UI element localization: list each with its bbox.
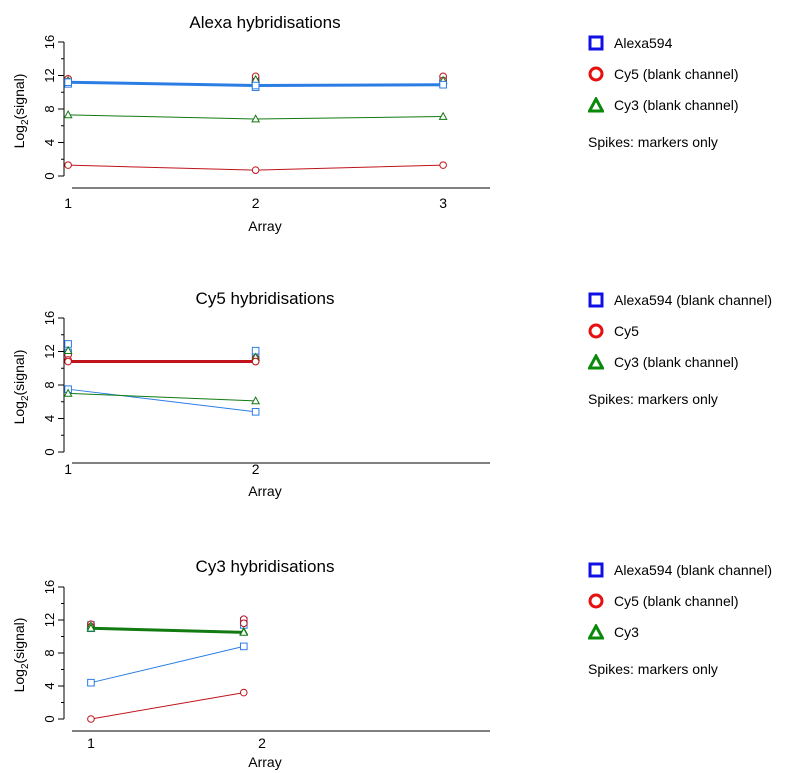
- data-point: [251, 114, 261, 123]
- data-point: [64, 161, 72, 169]
- x-axis-label: Array: [248, 754, 281, 770]
- spike-marker: [63, 345, 73, 355]
- y-tick-label: 0: [42, 715, 57, 722]
- legend-label: Alexa594 (blank channel): [614, 562, 772, 578]
- y-tick-label: 0: [42, 172, 57, 179]
- data-point: [239, 688, 248, 697]
- y-tick-label: 16: [42, 35, 57, 49]
- y-tick-label: 16: [42, 311, 57, 325]
- chart-title: Cy3 hybridisations: [196, 557, 335, 576]
- square-marker-icon: [588, 562, 604, 578]
- y-axis-label: Log2(signal): [11, 618, 31, 693]
- data-point: [439, 80, 447, 89]
- series-line: [90, 692, 244, 720]
- series-line: [68, 392, 256, 402]
- data-point: [87, 715, 95, 723]
- y-tick-label: 4: [42, 139, 57, 146]
- data-point: [239, 642, 248, 651]
- x-tick-label: 1: [64, 195, 72, 211]
- x-tick-label: 1: [64, 461, 72, 477]
- y-tick-label: 12: [42, 344, 57, 358]
- square-marker-icon: [588, 292, 604, 308]
- y-tick-label: 8: [42, 381, 57, 388]
- data-point: [64, 357, 72, 366]
- x-tick-label: 3: [439, 195, 447, 211]
- data-point: [86, 623, 96, 632]
- triangle-marker-icon: [588, 624, 604, 640]
- triangle-marker-icon: [588, 354, 604, 370]
- legend-note: Spikes: markers only: [588, 391, 718, 407]
- x-axis-label: Array: [248, 483, 281, 499]
- y-tick-label: 8: [42, 105, 57, 112]
- y-tick-label: 12: [42, 68, 57, 82]
- legend-label: Cy3: [614, 624, 639, 640]
- data-point: [63, 388, 73, 397]
- series-line: [68, 388, 256, 413]
- y-tick-label: 8: [42, 649, 57, 656]
- legend-note: Spikes: markers only: [588, 661, 718, 677]
- x-tick-label: 2: [252, 461, 260, 477]
- data-point: [64, 78, 72, 87]
- data-point: [251, 357, 260, 366]
- legend-note: Spikes: markers only: [588, 134, 718, 150]
- circle-marker-icon: [588, 323, 604, 339]
- x-tick-label: 2: [252, 195, 260, 211]
- x-axis-label: Array: [248, 218, 281, 234]
- data-point: [87, 678, 95, 687]
- spike-marker: [239, 619, 248, 628]
- y-axis-label: Log2(signal): [11, 74, 31, 149]
- chart-title: Cy5 hybridisations: [196, 289, 335, 308]
- y-tick-label: 12: [42, 613, 57, 627]
- data-point: [251, 166, 260, 174]
- x-tick-label: 1: [87, 735, 95, 751]
- series-line: [90, 626, 244, 634]
- square-marker-icon: [588, 35, 604, 51]
- y-tick-label: 4: [42, 682, 57, 689]
- chart-title: Alexa hybridisations: [189, 13, 340, 32]
- series-line: [90, 645, 244, 684]
- y-tick-label: 4: [42, 415, 57, 422]
- data-point: [251, 396, 261, 405]
- legend-label: Alexa594 (blank channel): [614, 292, 772, 308]
- legend-label: Cy5 (blank channel): [614, 66, 739, 82]
- legend-label: Cy3 (blank channel): [614, 354, 739, 370]
- data-point: [251, 408, 260, 416]
- data-point: [439, 161, 447, 169]
- legend-label: Alexa594: [614, 35, 673, 51]
- data-point: [63, 110, 73, 119]
- legend-label: Cy3 (blank channel): [614, 97, 739, 113]
- data-point: [239, 627, 249, 636]
- chart-panel-1: Alexa hybridisations0481216Log2(signal)1…: [11, 13, 490, 234]
- y-tick-label: 16: [42, 580, 57, 594]
- triangle-marker-icon: [588, 97, 604, 113]
- circle-marker-icon: [588, 593, 604, 609]
- y-tick-label: 0: [42, 448, 57, 455]
- data-point: [251, 81, 260, 90]
- data-point: [438, 111, 448, 120]
- circle-marker-icon: [588, 66, 604, 82]
- y-axis-label: Log2(signal): [11, 350, 31, 425]
- legend-label: Cy5 (blank channel): [614, 593, 739, 609]
- legend-label: Cy5: [614, 323, 639, 339]
- x-tick-label: 2: [258, 735, 266, 751]
